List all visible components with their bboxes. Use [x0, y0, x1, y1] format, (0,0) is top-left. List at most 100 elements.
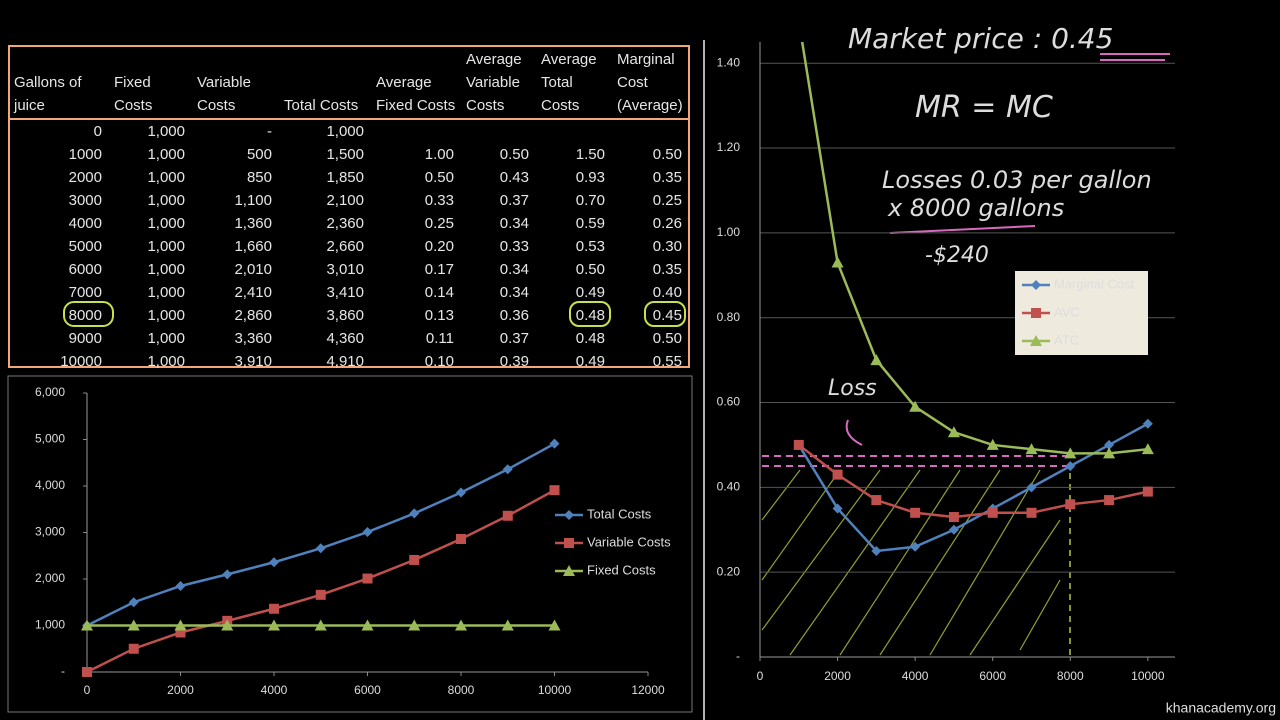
marker [268, 619, 280, 631]
table-cell: 0.13 [424, 307, 454, 324]
marker [1031, 308, 1041, 318]
marker [455, 619, 467, 631]
marker [409, 508, 420, 519]
marker [362, 527, 373, 538]
highlight-oval [63, 301, 114, 327]
column-header: Total Costs [280, 47, 372, 120]
table-row: 3000 1,000 1,100 2,100 0.33 0.37 0.70 0.25 [10, 189, 690, 212]
marker [1064, 447, 1077, 459]
y-tick-label: 1,000 [35, 618, 65, 632]
y-tick-label: 1.00 [717, 225, 741, 239]
legend-label: ATC [1054, 332, 1079, 347]
marker [909, 400, 922, 412]
x-tick-label: 6000 [979, 669, 1006, 683]
table-cell: 5000 [68, 238, 102, 255]
table-cell: 0.50 [652, 330, 682, 347]
header-row: Gallons of juice Fixed Costs Variable Cost… [10, 47, 690, 120]
series-line [797, 422, 1149, 553]
table-cell: 0.25 [424, 215, 454, 232]
y-tick-label: 1.40 [717, 55, 741, 69]
marker [1026, 507, 1037, 518]
legend-label: AVC [1054, 304, 1080, 319]
table-row: 7000 1,000 2,410 3,410 0.14 0.34 0.49 0.40 [10, 281, 690, 304]
table-cell: 0.17 [424, 261, 454, 278]
cost-table: Gallons of juice Fixed Costs Variable Cost… [8, 45, 690, 370]
table-cell: 0.49 [575, 284, 605, 301]
table-row: 4000 1,000 1,360 2,360 0.25 0.34 0.59 0.26 [10, 212, 690, 235]
table-cell: 1,000 [147, 123, 185, 140]
marker [127, 619, 140, 631]
column-header: Gallons of juice [10, 47, 110, 120]
table-cell: 0.43 [499, 169, 529, 186]
table-cell: 2000 [68, 169, 102, 186]
table-cell: 10000 [60, 353, 102, 370]
marker [1026, 482, 1037, 493]
highlight-oval [569, 301, 611, 327]
table-cell: 0.50 [575, 261, 605, 278]
table-cell: 0.34 [499, 284, 529, 301]
table-row: 10000 1,000 3,910 4,910 0.10 0.39 0.49 0.55 [10, 350, 690, 373]
table-cell: 2,410 [234, 284, 272, 301]
table-cell: 0.33 [424, 192, 454, 209]
table-cell: 0.20 [424, 238, 454, 255]
marker [314, 619, 327, 631]
marker [81, 619, 93, 631]
table-cell: 0.39 [499, 353, 529, 370]
marker [986, 438, 999, 450]
marker [1141, 443, 1154, 455]
table-cell: 1000 [68, 146, 102, 163]
x-tick-label: 8000 [448, 683, 475, 697]
marker [564, 538, 574, 548]
table-cell: 0.45 [652, 307, 682, 324]
table-cell: 1,500 [326, 146, 364, 163]
y-tick-label: - [736, 649, 740, 663]
column-header: Average Variable Costs [462, 47, 537, 120]
legend-label: Variable Costs [587, 534, 671, 549]
x-tick-label: 10000 [538, 683, 572, 697]
marker [128, 597, 139, 608]
marker [549, 485, 560, 496]
table-cell: 0.50 [652, 146, 682, 163]
marker [793, 15, 805, 26]
column-header: Average Total Costs [537, 47, 613, 120]
x-tick-label: 0 [757, 669, 764, 683]
table-cell: 0.48 [575, 307, 605, 324]
table-cell: 3000 [68, 192, 102, 209]
series-line [86, 489, 556, 674]
marker [948, 524, 959, 535]
y-tick-label: 0.60 [717, 395, 741, 409]
y-tick-label: 6,000 [35, 385, 65, 399]
table-row: 6000 1,000 2,010 3,010 0.17 0.34 0.50 0.35 [10, 258, 690, 281]
highlight-oval [644, 301, 686, 327]
x-tick-label: 2000 [167, 683, 194, 697]
y-tick-label: 0.80 [717, 310, 741, 324]
table-cell: 9000 [68, 330, 102, 347]
table-cell: 0.55 [652, 353, 682, 370]
marker [174, 619, 187, 631]
table-cell: 500 [246, 146, 272, 163]
x-tick-label: 10000 [1131, 669, 1165, 683]
table-cell: 0.36 [499, 307, 529, 324]
table-cell: 8000 [68, 307, 102, 324]
marker [456, 534, 466, 545]
table-cell: 0.59 [575, 215, 605, 232]
marker [832, 503, 843, 514]
table-cell: 0.40 [652, 284, 682, 301]
table-cell: 850 [246, 169, 272, 186]
table-cell: 0.50 [424, 169, 454, 186]
marker [1030, 335, 1042, 346]
y-tick-label: 1.20 [717, 140, 741, 154]
underline [889, 225, 1036, 234]
marker [564, 510, 574, 520]
underline [1100, 53, 1170, 61]
table-cell: 1,000 [147, 353, 185, 370]
annotation: -$240 [925, 243, 989, 268]
marker [175, 580, 186, 591]
table-row: 5000 1,000 1,660 2,660 0.20 0.33 0.53 0.30 [10, 235, 690, 258]
marker [910, 541, 921, 552]
table-cell: 0.34 [499, 215, 529, 232]
table-cell: 0.93 [575, 169, 605, 186]
series-line [800, 42, 1148, 455]
annotation: Market price : 0.45 [848, 22, 1113, 55]
